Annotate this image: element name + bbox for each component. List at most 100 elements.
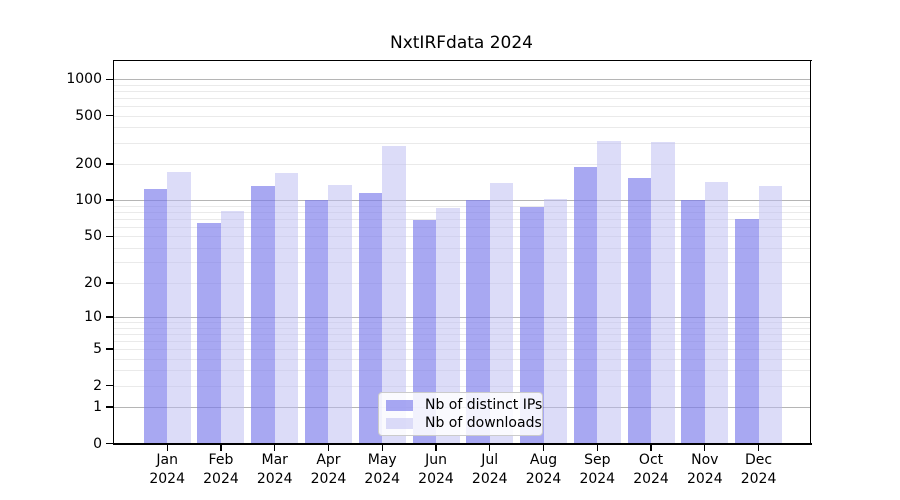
minor-gridline: [113, 322, 810, 324]
y-tick-label: 50: [84, 228, 102, 245]
x-tick-label: May 2024: [350, 451, 414, 489]
x-tick-mark: [274, 444, 276, 451]
x-tick-label: Feb 2024: [189, 451, 253, 489]
bar-distinct-ips-jul: [466, 199, 490, 444]
y-tick-label: 1000: [66, 71, 102, 88]
minor-gridline: [113, 340, 810, 342]
minor-gridline: [113, 142, 810, 144]
y-tick-mark: [106, 348, 113, 350]
axis-spine-right: [810, 60, 812, 445]
bar-downloads-jun: [436, 208, 460, 444]
y-tick-mark: [106, 384, 113, 387]
y-tick-mark: [106, 163, 113, 165]
x-tick-year: 2024: [686, 471, 723, 487]
bar-distinct-ips-sep: [573, 166, 598, 444]
legend: Nb of distinct IPs Nb of downloads: [378, 392, 543, 436]
x-tick-mark: [757, 444, 760, 451]
bar-distinct-ips-apr: [304, 200, 329, 444]
minor-gridline: [113, 211, 810, 213]
minor-gridline: [113, 358, 810, 360]
x-tick-month: Sep: [584, 452, 611, 468]
y-tick-label: 5: [93, 341, 102, 358]
y-tick-mark: [106, 115, 113, 117]
minor-gridline: [113, 115, 810, 117]
bar-distinct-ips-dec: [735, 218, 759, 444]
major-gridline: [113, 200, 810, 202]
x-tick-label: Sep 2024: [565, 451, 629, 489]
x-tick-year: 2024: [471, 471, 508, 487]
x-tick-label: Apr 2024: [296, 451, 360, 489]
minor-gridline: [113, 127, 810, 129]
bar-downloads-dec: [758, 186, 783, 444]
bar-downloads-sep: [597, 141, 621, 444]
minor-gridline: [113, 236, 810, 238]
minor-gridline: [113, 349, 810, 351]
x-tick-label: Oct 2024: [619, 451, 683, 489]
y-tick-label: 1: [93, 398, 102, 415]
y-tick-mark: [106, 282, 113, 284]
x-tick-label: Nov 2024: [673, 451, 737, 489]
minor-gridline: [113, 262, 810, 264]
x-tick-year: 2024: [740, 471, 777, 487]
x-tick-year: 2024: [203, 471, 239, 487]
x-tick-mark: [220, 444, 222, 451]
x-tick-month: Dec: [745, 452, 773, 468]
x-tick-mark: [381, 444, 383, 451]
minor-gridline: [113, 98, 810, 100]
bar-downloads-oct: [651, 142, 675, 444]
bar-downloads-jul: [489, 182, 514, 444]
x-tick-month: Nov: [691, 452, 719, 468]
x-tick-month: Mar: [261, 452, 288, 468]
x-tick-year: 2024: [149, 471, 185, 487]
minor-gridline: [113, 370, 810, 372]
x-tick-mark: [542, 444, 545, 451]
axis-spine-left: [113, 60, 115, 445]
axis-spine-bottom: [113, 443, 812, 445]
bar-downloads-may: [382, 145, 406, 444]
x-tick-month: Oct: [638, 452, 664, 468]
y-tick-label: 0: [93, 435, 102, 452]
minor-gridline: [113, 218, 810, 220]
x-tick-month: Apr: [316, 452, 341, 468]
x-tick-month: Jun: [425, 452, 447, 468]
x-tick-mark: [489, 444, 491, 451]
legend-item-downloads: Nb of downloads: [379, 415, 542, 431]
minor-gridline: [113, 327, 810, 329]
x-tick-year: 2024: [525, 471, 562, 487]
y-tick-label: 20: [84, 274, 102, 291]
x-tick-mark: [650, 444, 652, 451]
minor-gridline: [113, 385, 810, 387]
x-tick-year: 2024: [364, 471, 401, 487]
x-tick-label: Aug 2024: [512, 451, 576, 489]
x-tick-label: Jul 2024: [458, 451, 522, 489]
y-tick-mark: [106, 235, 113, 237]
x-tick-year: 2024: [633, 471, 669, 487]
x-tick-mark: [435, 444, 437, 451]
chart-title: NxtIRFdata 2024: [389, 33, 533, 53]
x-tick-label: Mar 2024: [243, 451, 307, 489]
x-tick-year: 2024: [310, 471, 347, 487]
bar-distinct-ips-feb: [197, 222, 221, 444]
x-tick-mark: [704, 444, 706, 451]
minor-gridline: [113, 226, 810, 228]
bar-distinct-ips-nov: [681, 199, 705, 444]
minor-gridline: [113, 106, 810, 108]
minor-gridline: [113, 282, 810, 284]
x-tick-month: Jan: [156, 452, 178, 468]
x-tick-month: Feb: [208, 452, 234, 468]
bar-distinct-ips-may: [358, 192, 383, 444]
y-tick-mark: [106, 406, 113, 408]
x-tick-mark: [327, 444, 330, 451]
bar-downloads-jan: [167, 172, 191, 444]
y-tick-mark: [106, 316, 113, 318]
x-tick-label: Jun 2024: [404, 451, 468, 489]
minor-gridline: [113, 163, 810, 165]
legend-label-downloads: Nb of downloads: [425, 415, 542, 431]
bar-downloads-apr: [328, 185, 352, 444]
bar-distinct-ips-oct: [627, 177, 652, 444]
bar-downloads-aug: [543, 198, 568, 444]
bar-downloads-feb: [220, 211, 245, 444]
legend-swatch-distinct-ips: [386, 399, 413, 411]
y-tick-label: 100: [75, 192, 102, 209]
